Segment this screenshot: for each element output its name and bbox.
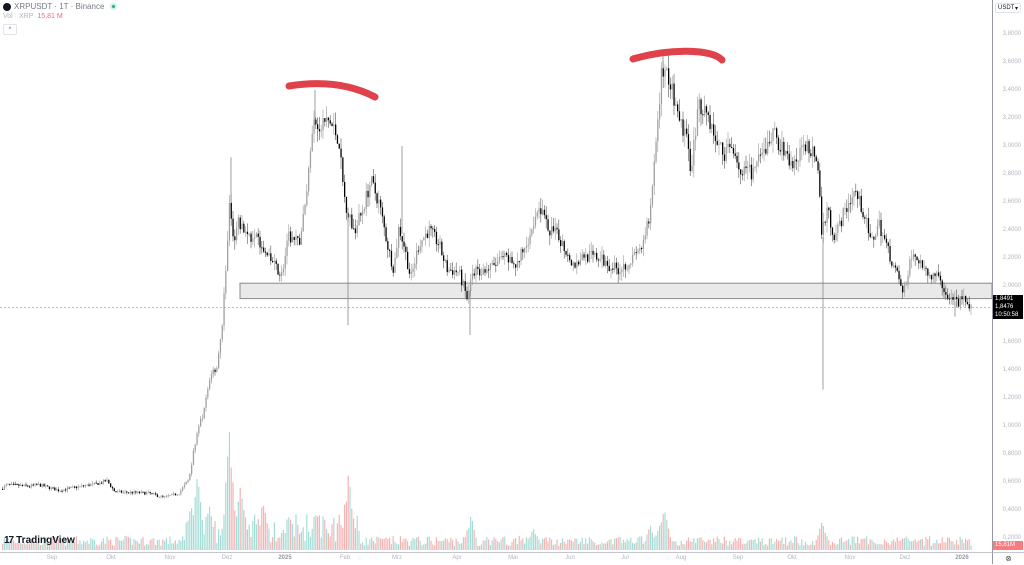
price-tick: 3,6000 xyxy=(1002,59,1021,65)
xrp-symbol-icon xyxy=(3,2,11,11)
time-tick: Okt xyxy=(106,555,116,561)
volume-legend[interactable]: Vol · XRP 15,81 M xyxy=(3,13,63,20)
time-tick: Feb xyxy=(339,555,351,561)
currency-label: USDT xyxy=(998,5,1015,11)
price-tick: 3,2000 xyxy=(1002,115,1021,121)
time-tick: Jun xyxy=(565,555,575,561)
price-tick: 3,0000 xyxy=(1002,143,1021,149)
candles xyxy=(2,53,972,499)
price-tick: 2,0000 xyxy=(1002,283,1021,289)
bar-countdown: 10:50:58 xyxy=(995,312,1019,318)
volume-tag: 15,81M xyxy=(993,541,1023,550)
time-axis[interactable]: Sep Okt Nov Dez 2025 Feb Mrz Apr Mai Jun Jul Aug Sep… xyxy=(0,552,992,565)
tradingview-wordmark: TradingView xyxy=(16,535,75,546)
price-chart-canvas[interactable] xyxy=(0,0,992,552)
tradingview-mark-icon: 17 xyxy=(4,535,14,546)
tradingview-logo[interactable]: 17 TradingView xyxy=(4,535,75,546)
time-tick: Apr xyxy=(452,555,462,561)
symbol-title[interactable]: XRPUSDT · 1T · Binance xyxy=(14,2,105,11)
price-tick: 0,6000 xyxy=(1002,479,1021,485)
time-tick: Nov xyxy=(844,555,856,561)
collapse-legend-button[interactable]: ^ xyxy=(3,24,17,35)
time-tick: 2025 xyxy=(278,555,292,561)
support-zone xyxy=(239,282,992,300)
price-tick: 2,4000 xyxy=(1002,227,1021,233)
price-tick: 2,8000 xyxy=(1002,171,1021,177)
current-price: 1,8476 xyxy=(995,304,1014,310)
currency-selector[interactable]: USDT ▾ xyxy=(995,3,1021,13)
chevron-up-icon: ^ xyxy=(8,26,12,33)
price-tick: 0,8000 xyxy=(1002,451,1021,457)
price-tick: 1,4000 xyxy=(1002,367,1021,373)
price-tick: 0,2000 xyxy=(1002,535,1021,541)
price-tick: 1,0000 xyxy=(1002,423,1021,429)
time-tick: Dez xyxy=(221,555,233,561)
resistance-annotation-arc xyxy=(285,80,379,101)
current-price-tag: 1,8476 10:50:58 xyxy=(993,303,1023,319)
time-tick: Okt xyxy=(787,555,797,561)
chevron-down-icon: ▾ xyxy=(1014,5,1018,12)
time-tick: Aug xyxy=(675,555,687,561)
volume-value: 15,81 M xyxy=(37,13,63,20)
price-tick: 2,6000 xyxy=(1002,199,1021,205)
last-price-tag: 1,8491 xyxy=(993,295,1023,303)
volume-label: Vol · XRP xyxy=(3,13,34,20)
volume-bars xyxy=(2,431,972,550)
symbol-legend[interactable]: XRPUSDT · 1T · Binance xyxy=(3,2,118,11)
price-tick: 1,2000 xyxy=(1002,395,1021,401)
price-tick: 2,2000 xyxy=(1002,255,1021,261)
time-tick: Mai xyxy=(508,555,518,561)
price-tick: 3,4000 xyxy=(1002,87,1021,93)
time-tick: Nov xyxy=(164,555,176,561)
market-open-status-icon xyxy=(110,3,118,10)
time-tick: Dez xyxy=(899,555,911,561)
time-tick: Sep xyxy=(732,555,744,561)
chart-settings-corner[interactable]: ⊗ xyxy=(992,552,1024,564)
resistance-annotation-arc xyxy=(629,47,726,64)
time-tick: 2026 xyxy=(955,555,969,561)
price-axis[interactable]: 3,8000 3,6000 3,4000 3,2000 3,0000 2,8000 2,60… xyxy=(992,0,1024,552)
time-tick: Jul xyxy=(621,555,629,561)
time-tick: Mrz xyxy=(392,555,402,561)
price-tick: 0,4000 xyxy=(1002,507,1021,513)
time-tick: Sep xyxy=(46,555,58,561)
settings-icon: ⊗ xyxy=(1005,554,1012,563)
price-tick: 3,8000 xyxy=(1002,31,1021,37)
price-tick: 1,6000 xyxy=(1002,339,1021,345)
